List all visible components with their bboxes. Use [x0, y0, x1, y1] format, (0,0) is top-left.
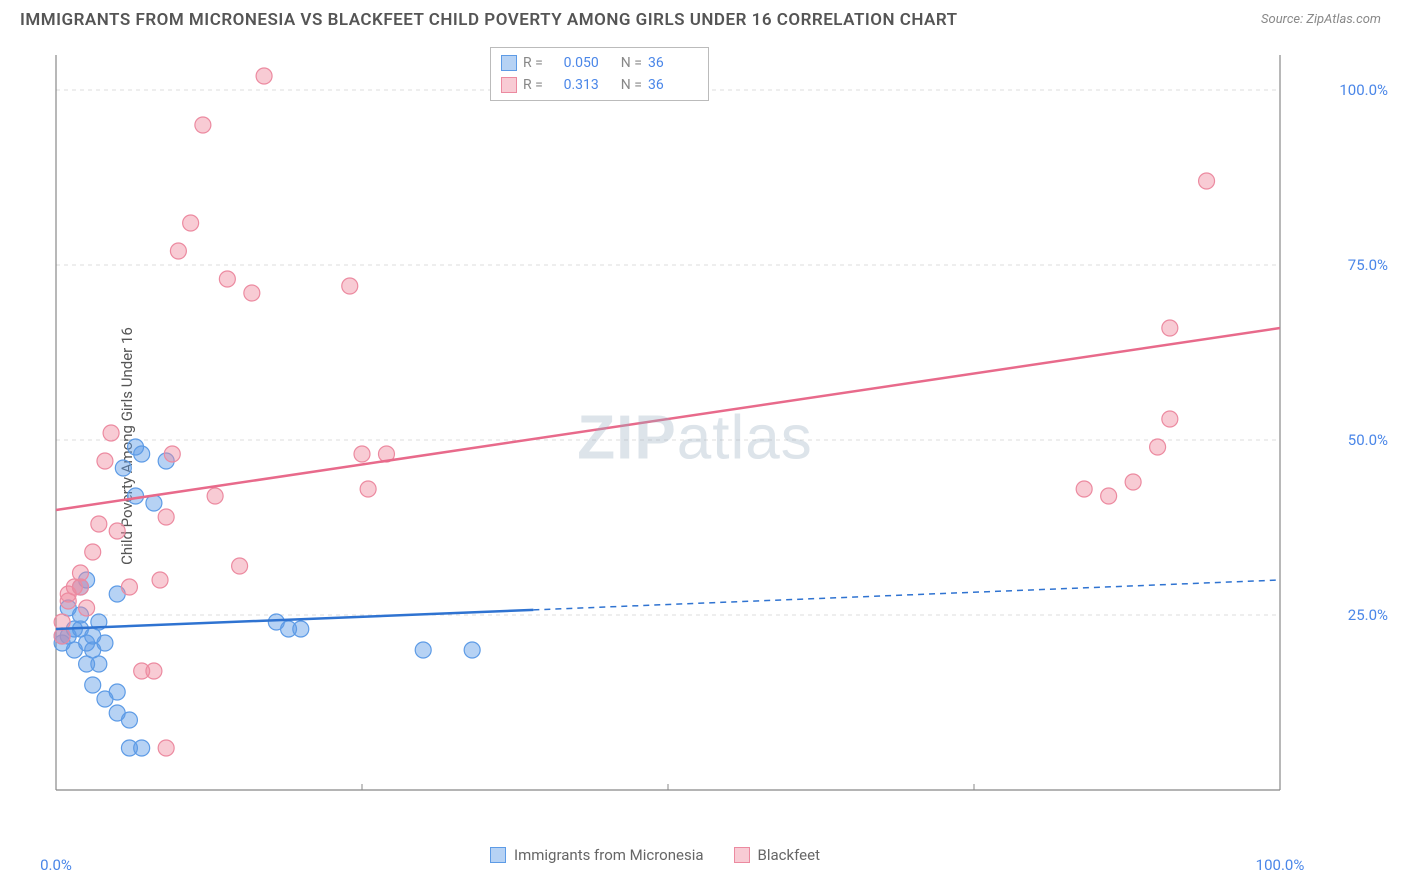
- series-legend-item: Blackfeet: [734, 846, 820, 864]
- correlation-legend-row: R = 0.050 N = 36: [501, 52, 698, 74]
- r-value: 0.050: [549, 52, 599, 74]
- series-legend-label: Immigrants from Micronesia: [514, 846, 704, 864]
- x-tick-label: 0.0%: [40, 856, 72, 874]
- legend-swatch: [501, 77, 517, 93]
- legend-swatch: [734, 847, 750, 863]
- n-label: N =: [621, 52, 642, 74]
- chart-plot-area: ZIPatlas: [50, 45, 1340, 830]
- series-legend-label: Blackfeet: [758, 846, 820, 864]
- correlation-legend-row: R = 0.313 N = 36: [501, 74, 698, 96]
- correlation-legend: R = 0.050 N = 36 R = 0.313 N = 36: [490, 47, 709, 101]
- y-tick-label: 25.0%: [1348, 606, 1388, 624]
- chart-title: IMMIGRANTS FROM MICRONESIA VS BLACKFEET …: [20, 10, 958, 30]
- n-value: 36: [648, 74, 698, 96]
- legend-swatch: [490, 847, 506, 863]
- chart-svg: [50, 45, 1340, 830]
- n-value: 36: [648, 52, 698, 74]
- r-label: R =: [523, 52, 543, 74]
- series-legend: Immigrants from Micronesia Blackfeet: [490, 846, 820, 864]
- y-tick-label: 100.0%: [1339, 81, 1388, 99]
- x-tick-label: 100.0%: [1256, 856, 1305, 874]
- y-tick-label: 75.0%: [1348, 256, 1388, 274]
- source-attribution: Source: ZipAtlas.com: [1261, 12, 1381, 27]
- y-tick-label: 50.0%: [1348, 431, 1388, 449]
- r-value: 0.313: [549, 74, 599, 96]
- legend-swatch: [501, 55, 517, 71]
- series-legend-item: Immigrants from Micronesia: [490, 846, 704, 864]
- r-label: R =: [523, 74, 543, 96]
- n-label: N =: [621, 74, 642, 96]
